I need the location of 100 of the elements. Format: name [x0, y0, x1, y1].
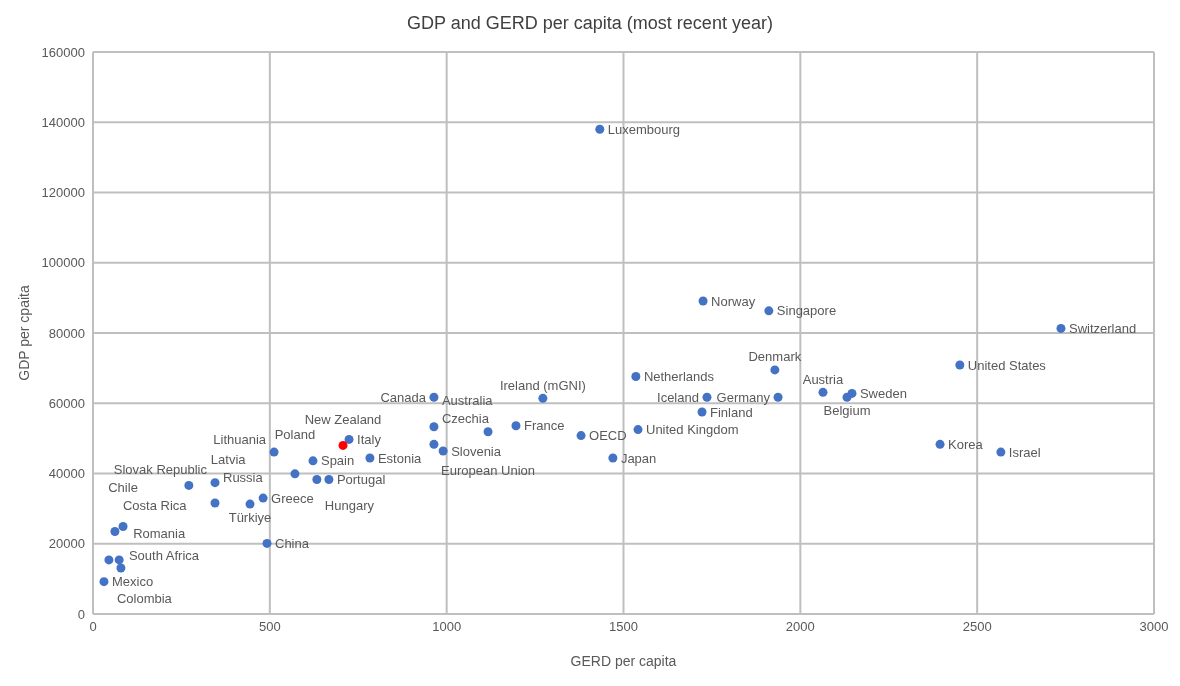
y-axis-title: GDP per cpaita — [15, 285, 32, 381]
point — [429, 439, 439, 449]
annotation: Austria — [802, 371, 844, 387]
point — [773, 392, 783, 402]
y-tick-label: 40000 — [48, 466, 85, 482]
annotation: Ireland (mGNI) — [499, 377, 586, 393]
point — [118, 522, 128, 532]
x-tick-label: 3000 — [1139, 619, 1169, 635]
point — [338, 440, 348, 450]
point — [290, 469, 300, 479]
annotation: Canada — [380, 389, 427, 405]
point — [818, 387, 828, 397]
y-tick-label: 20000 — [48, 536, 85, 552]
point — [184, 480, 194, 490]
annotation: Italy — [357, 431, 382, 447]
point — [210, 498, 220, 508]
point — [764, 306, 774, 316]
point — [576, 431, 586, 441]
point — [935, 439, 945, 449]
point — [996, 447, 1006, 457]
annotation: Belgium — [823, 402, 871, 418]
point — [955, 360, 965, 370]
annotation: Sweden — [859, 385, 907, 401]
point — [269, 447, 279, 457]
point — [116, 563, 126, 573]
x-tick-label: 500 — [258, 619, 281, 635]
point — [511, 421, 521, 431]
point — [698, 296, 708, 306]
annotation: Poland — [274, 427, 316, 443]
annotation: Israel — [1008, 444, 1041, 460]
point — [308, 456, 318, 466]
annotation: Singapore — [776, 303, 837, 319]
annotation: Portugal — [336, 472, 386, 488]
point — [595, 124, 605, 134]
point — [110, 526, 120, 536]
annotation: Spain — [320, 453, 355, 469]
y-tick-label: 160000 — [41, 44, 85, 60]
annotation: Czechia — [441, 410, 490, 426]
point — [210, 478, 220, 488]
annotation: Korea — [948, 436, 984, 452]
point — [429, 422, 439, 432]
point — [697, 407, 707, 417]
annotation: Luxembourg — [607, 121, 681, 137]
y-tick-label: 140000 — [41, 114, 85, 130]
annotation: United States — [967, 357, 1047, 373]
point — [114, 555, 124, 565]
annotation: Greece — [271, 490, 314, 506]
annotation: Hungary — [324, 498, 375, 514]
point — [702, 392, 712, 402]
annotation: New Zealand — [304, 411, 382, 427]
point — [324, 474, 334, 484]
point — [365, 453, 375, 463]
annotation: Denmark — [748, 349, 802, 365]
point — [633, 425, 643, 435]
x-axis-title: GERD per capita — [570, 652, 677, 669]
annotation: Latvia — [210, 451, 247, 467]
annotation: United Kingdom — [646, 422, 739, 438]
annotation: Russia — [223, 469, 264, 485]
point — [770, 365, 780, 375]
annotation: Mexico — [111, 574, 154, 590]
point — [99, 577, 109, 587]
y-tick-label: 80000 — [48, 325, 85, 341]
annotation: Iceland — [657, 389, 699, 405]
point — [245, 499, 255, 509]
y-tick-label: 120000 — [41, 185, 85, 201]
annotation: China — [275, 535, 310, 551]
annotation: Japan — [620, 450, 657, 466]
point — [262, 538, 272, 548]
point — [258, 493, 268, 503]
point — [608, 453, 618, 463]
annotation: OECD — [589, 428, 627, 444]
point — [483, 427, 493, 437]
annotation: Chile — [108, 480, 138, 496]
point — [429, 392, 439, 402]
x-tick-label: 1500 — [609, 619, 638, 635]
x-tick-label: 0 — [89, 619, 97, 635]
y-tick-label: 100000 — [41, 255, 85, 271]
annotation: European Union — [441, 463, 536, 479]
point — [1056, 323, 1066, 333]
annotation: South Africa — [128, 547, 200, 563]
annotation: Romania — [133, 526, 186, 542]
annotation: Estonia — [377, 450, 423, 466]
point — [631, 372, 641, 382]
chart-title: GDP and GERD per capita (most recent year) — [406, 12, 774, 35]
x-tick-label: 2500 — [962, 619, 992, 635]
annotation: Norway — [711, 293, 756, 309]
annotation: Türkiye — [228, 509, 272, 525]
annotation: France — [523, 418, 565, 434]
point — [312, 474, 322, 484]
point — [538, 393, 548, 403]
annotation: Finland — [710, 404, 753, 420]
annotation: Slovak Republic — [113, 462, 208, 478]
point — [104, 555, 114, 565]
annotation: Netherlands — [643, 369, 715, 385]
y-tick-label: 60000 — [48, 395, 85, 411]
annotation: Slovenia — [451, 443, 502, 459]
annotation: Australia — [441, 393, 494, 409]
point — [438, 446, 448, 456]
point — [344, 434, 354, 444]
x-tick-label: 1000 — [432, 619, 462, 635]
